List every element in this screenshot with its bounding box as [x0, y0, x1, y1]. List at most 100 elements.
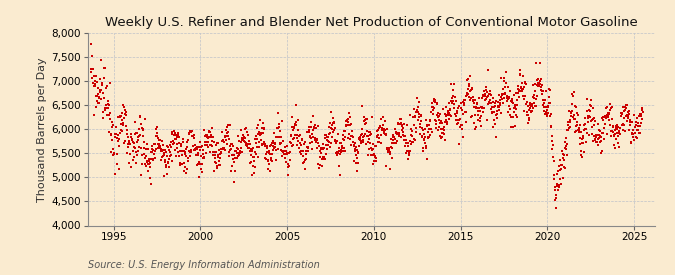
- Point: [305, 135, 316, 140]
- Point: [340, 123, 351, 128]
- Point: [531, 83, 542, 87]
- Title: Weekly U.S. Refiner and Blender Net Production of Conventional Motor Gasoline: Weekly U.S. Refiner and Blender Net Prod…: [105, 16, 638, 29]
- Point: [478, 94, 489, 98]
- Point: [330, 141, 341, 145]
- Point: [433, 111, 443, 115]
- Point: [319, 155, 329, 159]
- Point: [533, 77, 544, 81]
- Point: [374, 136, 385, 141]
- Point: [95, 88, 105, 92]
- Point: [376, 117, 387, 121]
- Point: [165, 153, 176, 157]
- Point: [449, 101, 460, 106]
- Point: [573, 127, 584, 132]
- Point: [290, 121, 300, 126]
- Point: [147, 150, 158, 154]
- Point: [497, 87, 508, 91]
- Point: [307, 132, 318, 136]
- Point: [453, 121, 464, 125]
- Point: [249, 164, 260, 169]
- Point: [377, 126, 387, 131]
- Point: [136, 153, 147, 157]
- Point: [395, 116, 406, 121]
- Point: [479, 106, 489, 110]
- Point: [126, 135, 136, 139]
- Point: [633, 114, 644, 119]
- Point: [307, 114, 318, 119]
- Point: [455, 117, 466, 121]
- Point: [425, 132, 435, 137]
- Point: [448, 99, 458, 103]
- Point: [599, 115, 610, 119]
- Point: [461, 94, 472, 98]
- Point: [180, 150, 191, 154]
- Point: [242, 132, 253, 137]
- Point: [374, 125, 385, 130]
- Point: [452, 109, 462, 113]
- Point: [429, 99, 439, 103]
- Point: [445, 113, 456, 117]
- Point: [248, 155, 259, 160]
- Point: [148, 157, 159, 161]
- Point: [597, 115, 608, 120]
- Point: [367, 115, 378, 119]
- Point: [308, 125, 319, 130]
- Point: [177, 153, 188, 157]
- Point: [98, 116, 109, 121]
- Point: [107, 120, 117, 125]
- Point: [558, 157, 569, 162]
- Point: [348, 143, 359, 147]
- Point: [336, 141, 347, 145]
- Point: [330, 126, 341, 130]
- Point: [176, 144, 186, 148]
- Point: [99, 76, 109, 81]
- Point: [486, 101, 497, 105]
- Point: [511, 91, 522, 96]
- Point: [556, 149, 567, 153]
- Point: [448, 88, 458, 93]
- Point: [593, 128, 604, 132]
- Point: [454, 104, 464, 108]
- Point: [406, 133, 416, 137]
- Point: [146, 147, 157, 151]
- Point: [217, 138, 228, 142]
- Point: [631, 116, 642, 120]
- Point: [292, 139, 303, 143]
- Point: [224, 144, 235, 148]
- Point: [361, 116, 372, 121]
- Point: [541, 104, 552, 109]
- Point: [382, 145, 393, 150]
- Point: [438, 131, 449, 135]
- Point: [159, 174, 169, 178]
- Point: [402, 141, 413, 145]
- Point: [621, 106, 632, 111]
- Point: [232, 156, 243, 160]
- Point: [398, 133, 409, 137]
- Point: [295, 141, 306, 145]
- Point: [313, 141, 324, 145]
- Point: [375, 141, 386, 145]
- Point: [236, 146, 246, 150]
- Point: [553, 188, 564, 192]
- Point: [516, 89, 527, 94]
- Point: [269, 141, 280, 146]
- Point: [103, 101, 113, 106]
- Point: [325, 145, 335, 149]
- Point: [417, 135, 428, 139]
- Point: [194, 148, 205, 153]
- Point: [479, 94, 489, 98]
- Point: [436, 121, 447, 125]
- Point: [346, 142, 357, 147]
- Point: [448, 106, 459, 110]
- Point: [235, 150, 246, 155]
- Point: [362, 129, 373, 133]
- Y-axis label: Thousand Barrels per Day: Thousand Barrels per Day: [37, 57, 47, 202]
- Point: [589, 134, 599, 138]
- Point: [495, 101, 506, 106]
- Point: [323, 143, 334, 147]
- Point: [142, 160, 153, 164]
- Point: [379, 127, 390, 132]
- Point: [510, 107, 521, 112]
- Point: [246, 153, 256, 158]
- Point: [390, 141, 401, 145]
